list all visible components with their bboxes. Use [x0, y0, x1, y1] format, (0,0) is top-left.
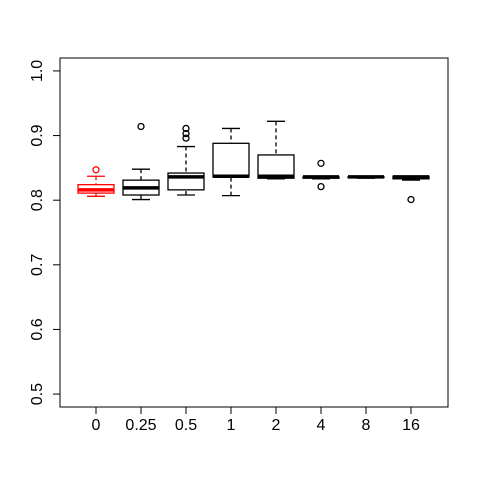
outlier: [407, 195, 415, 204]
x-tick-label: 2: [272, 417, 281, 434]
x-tick-label: 4: [317, 417, 326, 434]
y-tick-label: 0.6: [29, 318, 46, 340]
outlier: [137, 122, 145, 131]
outlier: [182, 134, 190, 142]
y-tick-label: 0.8: [29, 189, 46, 211]
x-tick-label: 1: [227, 417, 236, 434]
outlier: [92, 166, 100, 174]
y-tick-label: 0.7: [29, 254, 46, 276]
outlier: [182, 129, 190, 138]
outlier: [317, 159, 325, 167]
x-tick-label: 8: [362, 417, 371, 434]
y-tick-label: 1.0: [29, 60, 46, 82]
plot-frame: [59, 57, 449, 408]
x-tick-label: 0.5: [175, 417, 197, 434]
x-tick-label: 0.25: [125, 417, 156, 434]
y-tick-label: 0.9: [29, 124, 46, 146]
x-tick-label: 0: [92, 417, 101, 434]
outlier: [182, 124, 190, 133]
box: [212, 142, 250, 178]
y-tick-label: 0.5: [29, 383, 46, 405]
x-tick-label: 16: [402, 417, 420, 434]
box: [257, 154, 295, 179]
outlier: [317, 182, 325, 191]
